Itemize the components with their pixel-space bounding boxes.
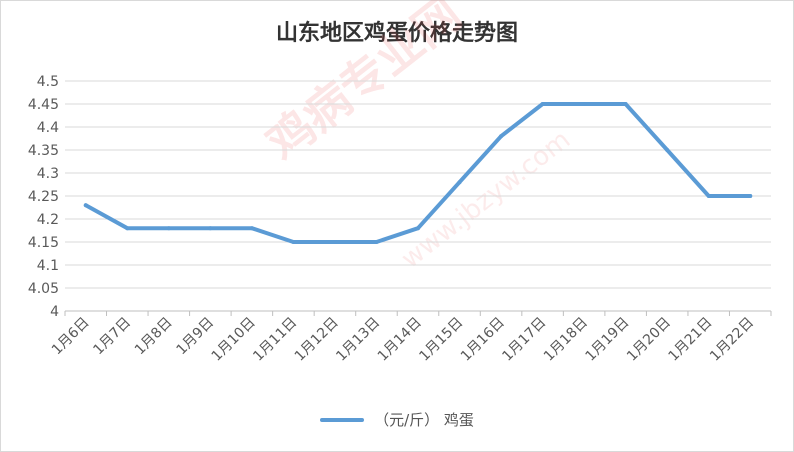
x-tick-label: 1月16日 xyxy=(458,315,508,365)
x-tick-label: 1月17日 xyxy=(499,315,549,365)
data-point xyxy=(125,226,130,231)
data-point xyxy=(291,240,296,244)
legend-label: （元/斤） 鸡蛋 xyxy=(374,411,474,429)
y-tick-label: 4.15 xyxy=(28,235,59,251)
chart-legend: （元/斤） 鸡蛋 xyxy=(1,409,793,430)
x-tick-label: 1月19日 xyxy=(582,315,632,365)
x-tick-label: 1月11日 xyxy=(250,315,300,365)
data-point xyxy=(83,203,88,208)
y-tick-label: 4.1 xyxy=(37,258,59,274)
x-tick-label: 1月15日 xyxy=(416,315,466,365)
data-point xyxy=(748,194,753,198)
y-tick-label: 4.45 xyxy=(28,97,59,113)
data-point xyxy=(540,102,545,106)
data-point xyxy=(374,240,379,244)
x-tick-label: 1月13日 xyxy=(333,315,383,365)
data-point xyxy=(499,134,504,139)
data-point xyxy=(208,226,213,231)
y-tick-label: 4.25 xyxy=(28,189,59,205)
x-tick-label: 1月21日 xyxy=(666,315,716,365)
x-tick-label: 1月10日 xyxy=(209,315,259,365)
chart-title: 山东地区鸡蛋价格走势图 xyxy=(275,21,518,46)
x-tick-label: 1月7日 xyxy=(90,315,134,359)
data-point xyxy=(457,180,462,185)
x-tick-label: 1月20日 xyxy=(624,315,674,365)
x-tick-label: 1月12日 xyxy=(292,315,342,365)
y-tick-label: 4 xyxy=(50,304,59,320)
y-tick-label: 4.5 xyxy=(37,74,59,90)
y-tick-label: 4.05 xyxy=(28,281,59,297)
data-point xyxy=(332,240,337,244)
x-tick-label: 1月14日 xyxy=(375,315,425,365)
x-tick-label: 1月22日 xyxy=(707,315,757,365)
data-point xyxy=(249,226,254,231)
data-point xyxy=(623,102,628,106)
data-point xyxy=(665,148,670,152)
data-point xyxy=(706,194,711,198)
data-point xyxy=(416,226,420,231)
legend-line-swatch xyxy=(320,417,365,422)
x-tick-label: 1月8日 xyxy=(132,315,176,359)
x-tick-label: 1月18日 xyxy=(541,315,591,365)
data-point xyxy=(166,226,171,231)
data-point xyxy=(582,102,587,106)
y-tick-label: 4.2 xyxy=(37,212,59,228)
x-tick-label: 1月6日 xyxy=(49,315,93,359)
y-tick-label: 4.4 xyxy=(37,120,59,136)
y-tick-label: 4.3 xyxy=(37,166,59,182)
y-tick-label: 4.35 xyxy=(28,143,59,159)
